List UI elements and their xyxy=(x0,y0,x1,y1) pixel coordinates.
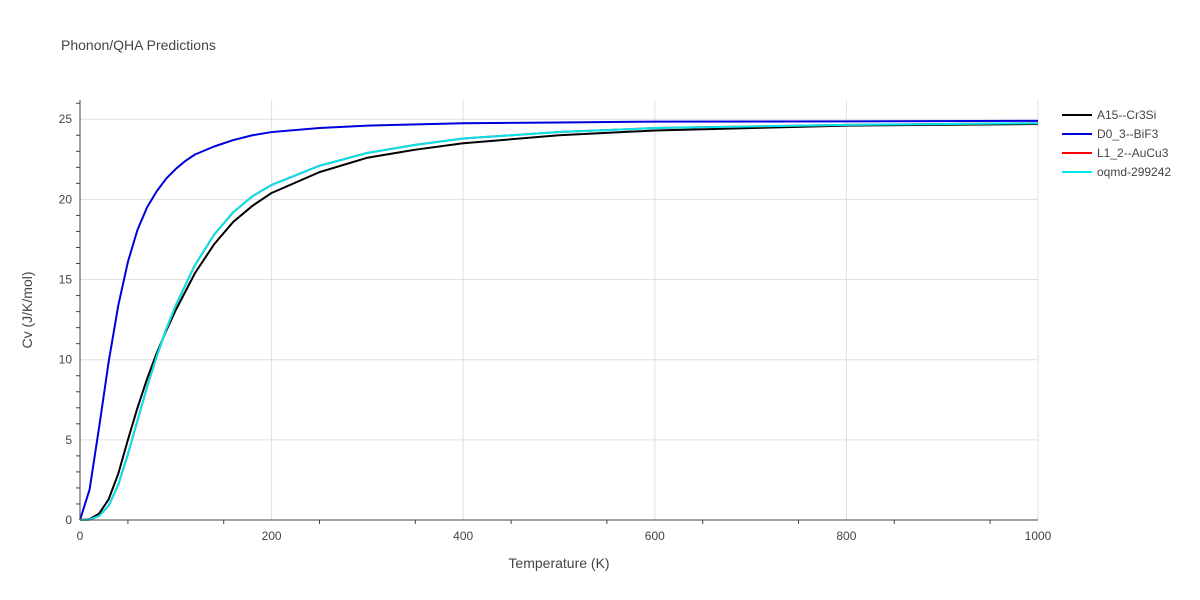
y-tick-label: 25 xyxy=(59,112,73,126)
y-tick-label: 10 xyxy=(59,353,73,367)
x-tick-label: 200 xyxy=(262,529,282,543)
y-tick-label: 20 xyxy=(59,192,73,206)
legend[interactable]: A15--Cr3Si D0_3--BiF3 L1_2--AuCu3 oqmd-2992… xyxy=(1062,108,1171,179)
y-tick-label: 5 xyxy=(65,433,72,447)
legend-label: D0_3--BiF3 xyxy=(1097,127,1159,141)
y-tick-label: 0 xyxy=(65,513,72,527)
axes: 0 200 400 600 800 1000 0 5 10 15 20 25 xyxy=(59,100,1052,543)
plot-series xyxy=(79,119,1039,521)
x-tick-label: 1000 xyxy=(1025,529,1052,543)
series-line-oqmd-299242 xyxy=(79,122,1039,521)
x-axis-title: Temperature (K) xyxy=(508,555,609,571)
legend-item[interactable]: L1_2--AuCu3 xyxy=(1062,146,1169,160)
x-tick-label: 400 xyxy=(453,529,473,543)
legend-item[interactable]: oqmd-299242 xyxy=(1062,165,1171,179)
legend-label: A15--Cr3Si xyxy=(1097,108,1156,122)
series-line-l1-2-aucu3 xyxy=(79,122,1039,521)
legend-label: oqmd-299242 xyxy=(1097,165,1171,179)
legend-item[interactable]: D0_3--BiF3 xyxy=(1062,127,1159,141)
grid xyxy=(80,100,1039,520)
legend-label: L1_2--AuCu3 xyxy=(1097,146,1169,160)
chart-title: Phonon/QHA Predictions xyxy=(61,37,216,53)
x-tick-label: 800 xyxy=(836,529,856,543)
y-axis-title: Cv (J/K/mol) xyxy=(19,272,35,349)
x-tick-label: 600 xyxy=(645,529,665,543)
x-tick-label: 0 xyxy=(77,529,84,543)
y-tick-label: 15 xyxy=(59,273,73,287)
series-line-a15-cr3si xyxy=(79,123,1039,521)
legend-item[interactable]: A15--Cr3Si xyxy=(1062,108,1156,122)
series-line-d0-3-bif3 xyxy=(79,119,1039,521)
